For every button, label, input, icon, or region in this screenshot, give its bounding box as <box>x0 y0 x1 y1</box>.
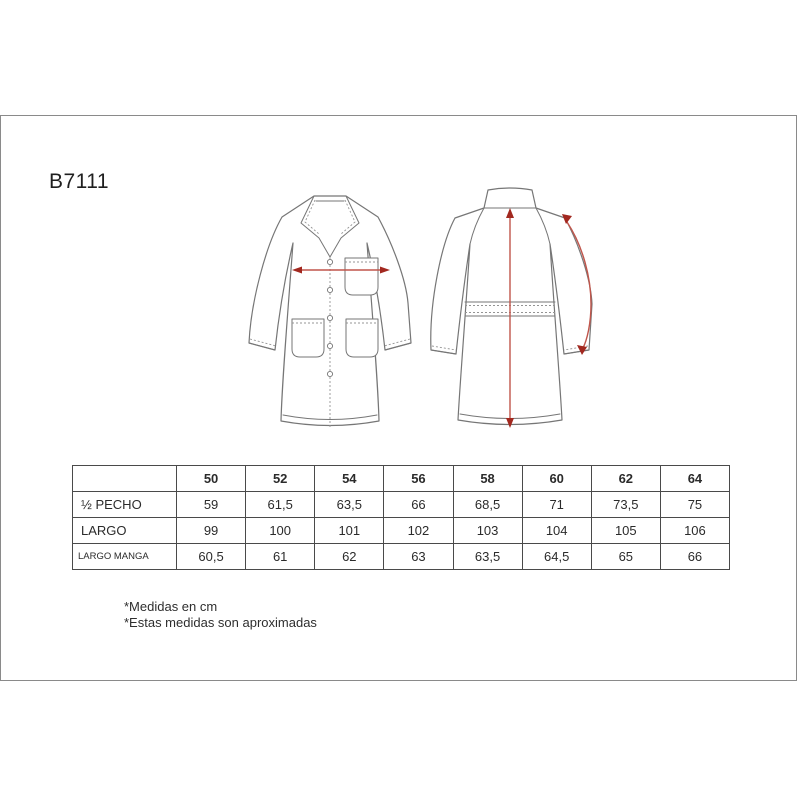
front-button <box>326 342 334 350</box>
size-value-cell: 62 <box>314 543 385 570</box>
size-value-cell: 60,5 <box>175 543 247 570</box>
content-frame <box>0 115 797 681</box>
front-right-pocket <box>345 318 379 358</box>
footnotes: *Medidas en cm *Estas medidas son aproxi… <box>124 599 317 631</box>
back-right-cuff <box>563 349 590 355</box>
back-length-arrow <box>506 208 514 428</box>
size-column-header: 56 <box>383 465 454 492</box>
size-value-cell: 75 <box>659 491 731 518</box>
size-value-cell: 100 <box>245 517 316 544</box>
size-value-cell: 73,5 <box>590 491 661 518</box>
size-table-row: LARGO 99 100 101 102 103 104 105 106 <box>72 517 731 544</box>
size-column-header: 62 <box>590 465 661 492</box>
size-value-cell: 105 <box>590 517 661 544</box>
size-column-header: 52 <box>245 465 316 492</box>
front-button <box>326 370 334 378</box>
size-value-cell: 102 <box>383 517 454 544</box>
front-hem-stitch <box>282 414 378 420</box>
front-lapel-stitch-right <box>340 199 356 235</box>
size-value-cell: 103 <box>452 517 523 544</box>
size-column-header: 54 <box>314 465 385 492</box>
size-value-cell: 59 <box>175 491 247 518</box>
back-left-cuff-stitch <box>431 345 457 351</box>
size-table-corner <box>72 465 177 492</box>
front-view-drawing <box>248 195 412 428</box>
size-table-row: ½ PECHO 59 61,5 63,5 66 68,5 71 73,5 75 <box>72 491 731 518</box>
front-left-cuff <box>248 342 276 351</box>
size-value-cell: 99 <box>175 517 247 544</box>
size-value-cell: 106 <box>659 517 731 544</box>
size-value-cell: 66 <box>383 491 454 518</box>
footnote-units: *Medidas en cm <box>124 599 218 614</box>
front-right-lapel <box>329 195 360 258</box>
back-view-drawing <box>430 187 593 428</box>
size-row-label: LARGO <box>72 517 177 544</box>
front-left-cuff-stitch <box>249 338 277 347</box>
size-value-cell: 68,5 <box>452 491 523 518</box>
size-value-cell: 64,5 <box>521 543 592 570</box>
back-left-cuff <box>430 349 457 355</box>
size-column-header: 64 <box>659 465 731 492</box>
size-row-label: ½ PECHO <box>72 491 177 518</box>
size-value-cell: 66 <box>659 543 731 570</box>
chest-width-arrow <box>292 266 390 274</box>
size-value-cell: 63,5 <box>314 491 385 518</box>
front-lapel-stitch-left <box>304 199 320 235</box>
footnote-approx: *Estas medidas son aproximadas <box>124 615 317 630</box>
size-value-cell: 63 <box>383 543 454 570</box>
front-button <box>326 286 334 294</box>
size-value-cell: 61 <box>245 543 316 570</box>
back-coat-outline <box>430 187 593 426</box>
back-armhole-seam-left <box>469 207 485 245</box>
front-left-pocket <box>291 318 325 358</box>
size-value-cell: 71 <box>521 491 592 518</box>
back-armhole-seam-right <box>535 207 551 245</box>
front-button <box>326 258 334 266</box>
sleeve-length-arrow <box>562 214 592 355</box>
size-value-cell: 104 <box>521 517 592 544</box>
front-right-cuff-stitch <box>383 338 411 347</box>
size-column-header: 58 <box>452 465 523 492</box>
front-right-cuff <box>384 342 412 351</box>
front-button <box>326 314 334 322</box>
size-row-label: LARGO MANGA <box>72 543 177 570</box>
front-chest-pocket <box>344 257 379 296</box>
size-value-cell: 65 <box>590 543 661 570</box>
front-left-lapel <box>300 195 331 258</box>
size-table-row: LARGO MANGA 60,5 61 62 63 63,5 64,5 65 66 <box>72 543 731 570</box>
size-value-cell: 61,5 <box>245 491 316 518</box>
size-value-cell: 63,5 <box>452 543 523 570</box>
size-column-header: 60 <box>521 465 592 492</box>
size-table: 50 52 54 56 58 60 62 64 ½ PECHO 59 61,5 63,5 66 68,5 7… <box>72 465 731 570</box>
size-column-header: 50 <box>175 465 247 492</box>
size-value-cell: 101 <box>314 517 385 544</box>
product-code: B7111 <box>49 170 110 193</box>
